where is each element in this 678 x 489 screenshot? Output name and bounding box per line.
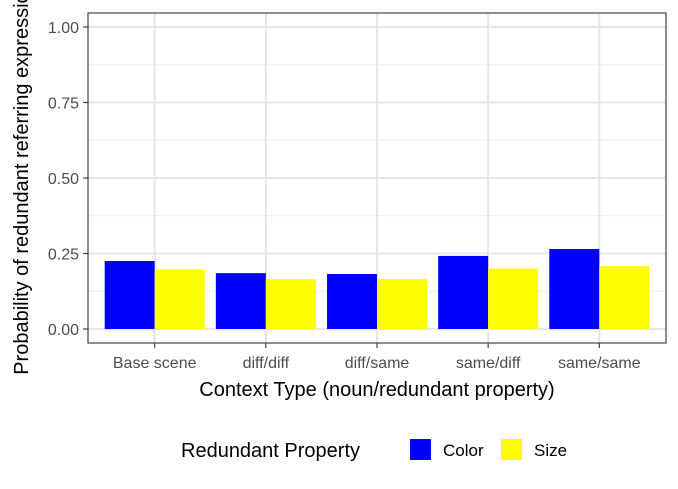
y-tick-label: 0.00: [48, 322, 79, 339]
axes: 0.00 0.25 0.50 0.75 1.00 Base scene diff/diff d…: [48, 20, 641, 372]
x-tick-label: diff/same: [345, 355, 410, 372]
y-tick-label: 0.50: [48, 171, 79, 188]
bar-size-3: [488, 268, 539, 329]
x-axis-title: Context Type (noun/redundant property): [199, 379, 554, 401]
bar-size-1: [265, 279, 316, 329]
legend-label-size: Size: [534, 441, 567, 460]
bar-color-0: [104, 261, 155, 329]
y-tick-label: 0.25: [48, 247, 79, 264]
x-tick-label: same/same: [558, 355, 641, 372]
bar-color-1: [215, 273, 266, 329]
legend-title: Redundant Property: [181, 440, 360, 462]
bar-color-3: [438, 255, 489, 329]
x-tick-label: same/diff: [456, 355, 521, 372]
bar-color-4: [549, 248, 600, 329]
legend: Redundant Property Color Size: [181, 439, 567, 462]
bar-size-0: [154, 269, 205, 329]
y-tick-label: 0.75: [48, 96, 79, 113]
bars: [104, 248, 650, 329]
y-axis-title: Probability of redundant referring expre…: [11, 0, 33, 375]
legend-key-color: [410, 439, 431, 460]
bar-size-2: [377, 279, 427, 329]
legend-label-color: Color: [443, 441, 484, 460]
y-tick-label: 1.00: [48, 20, 79, 37]
legend-key-size: [501, 439, 522, 460]
bar-size-4: [599, 266, 650, 329]
x-tick-label: diff/diff: [243, 355, 290, 372]
bar-color-2: [327, 274, 377, 329]
x-tick-label: Base scene: [113, 355, 197, 372]
